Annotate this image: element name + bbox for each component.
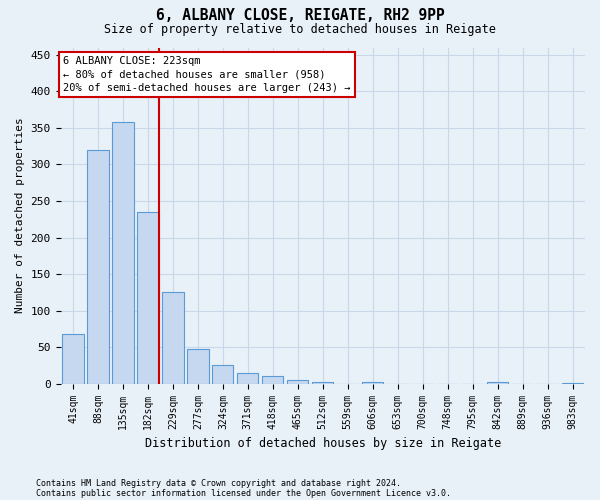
Bar	[212, 364, 233, 384]
Bar	[137, 212, 158, 384]
Bar	[187, 348, 209, 384]
Bar	[262, 376, 283, 384]
Text: 6, ALBANY CLOSE, REIGATE, RH2 9PP: 6, ALBANY CLOSE, REIGATE, RH2 9PP	[155, 8, 445, 22]
Bar	[287, 380, 308, 384]
Text: Size of property relative to detached houses in Reigate: Size of property relative to detached ho…	[104, 22, 496, 36]
Bar	[487, 382, 508, 384]
Bar	[62, 334, 83, 384]
Bar	[562, 383, 583, 384]
Bar	[312, 382, 334, 384]
Text: Contains public sector information licensed under the Open Government Licence v3: Contains public sector information licen…	[36, 488, 451, 498]
Text: Contains HM Land Registry data © Crown copyright and database right 2024.: Contains HM Land Registry data © Crown c…	[36, 478, 401, 488]
Bar	[163, 292, 184, 384]
Y-axis label: Number of detached properties: Number of detached properties	[15, 118, 25, 314]
Text: 6 ALBANY CLOSE: 223sqm
← 80% of detached houses are smaller (958)
20% of semi-de: 6 ALBANY CLOSE: 223sqm ← 80% of detached…	[63, 56, 350, 92]
Bar	[88, 150, 109, 384]
X-axis label: Distribution of detached houses by size in Reigate: Distribution of detached houses by size …	[145, 437, 501, 450]
Bar	[237, 372, 259, 384]
Bar	[112, 122, 134, 384]
Bar	[362, 382, 383, 384]
